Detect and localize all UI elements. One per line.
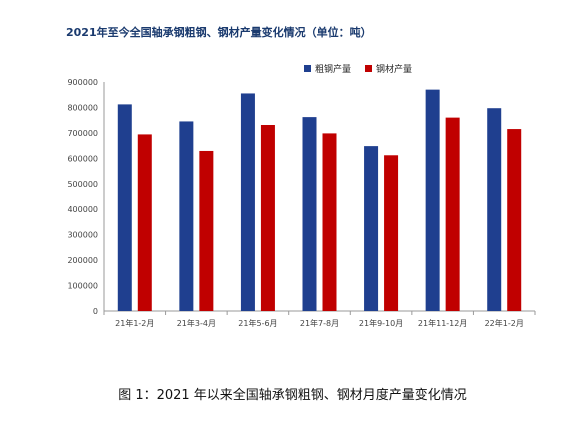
bar-crude-steel: [179, 121, 194, 311]
x-tick-label: 21年3-4月: [177, 318, 216, 328]
x-tick-label: 22年1-2月: [485, 318, 524, 328]
legend-swatch: [304, 65, 311, 72]
figure-caption: 图 1：2021 年以来全国轴承钢粗钢、钢材月度产量变化情况: [118, 388, 467, 403]
bar-steel-product: [445, 117, 460, 311]
y-tick-label: 600000: [67, 154, 98, 163]
bar-crude-steel: [302, 117, 317, 311]
x-axis-ticks: 21年1-2月 21年3-4月 21年5-6月 21年7-8月 21年9-10月 21年1…: [103, 311, 536, 328]
y-tick-label: 700000: [67, 129, 98, 138]
x-tick-label: 21年7-8月: [300, 318, 339, 328]
bars: [117, 89, 522, 311]
legend-label: 钢材产量: [376, 63, 412, 75]
y-axis-ticks: 0 100000 200000 300000 400000 500000 600000 700…: [67, 78, 98, 316]
bar-crude-steel: [117, 104, 132, 311]
y-tick-label: 300000: [67, 231, 98, 240]
bar-steel-product: [384, 155, 399, 311]
legend-label: 粗钢产量: [315, 63, 351, 75]
legend-swatch: [365, 65, 372, 72]
bar-steel-product: [199, 150, 214, 311]
y-tick-label: 100000: [67, 282, 98, 291]
bar-crude-steel: [425, 89, 440, 311]
axes: [103, 82, 535, 312]
bar-steel-product: [260, 125, 275, 311]
chart-title: 2021年至今全国轴承钢粗钢、钢材产量变化情况（单位：吨）: [66, 26, 372, 39]
bar-crude-steel: [240, 93, 255, 311]
bar-steel-product: [507, 129, 522, 311]
y-tick-label: 900000: [67, 78, 98, 87]
bar-crude-steel: [487, 108, 502, 311]
legend: 粗钢产量 钢材产量: [304, 63, 412, 75]
x-tick-label: 21年11-12月: [418, 318, 467, 328]
y-tick-label: 500000: [67, 180, 98, 189]
y-tick-label: 800000: [67, 103, 98, 112]
bar-steel-product: [322, 133, 337, 311]
y-tick-label: 400000: [67, 205, 98, 214]
bar-steel-product: [137, 134, 152, 311]
bar-crude-steel: [364, 146, 379, 311]
y-tick-label: 0: [93, 307, 98, 316]
x-tick-label: 21年9-10月: [359, 318, 403, 328]
x-tick-label: 21年1-2月: [115, 318, 154, 328]
x-tick-label: 21年5-6月: [238, 318, 277, 328]
y-tick-label: 200000: [67, 256, 98, 265]
